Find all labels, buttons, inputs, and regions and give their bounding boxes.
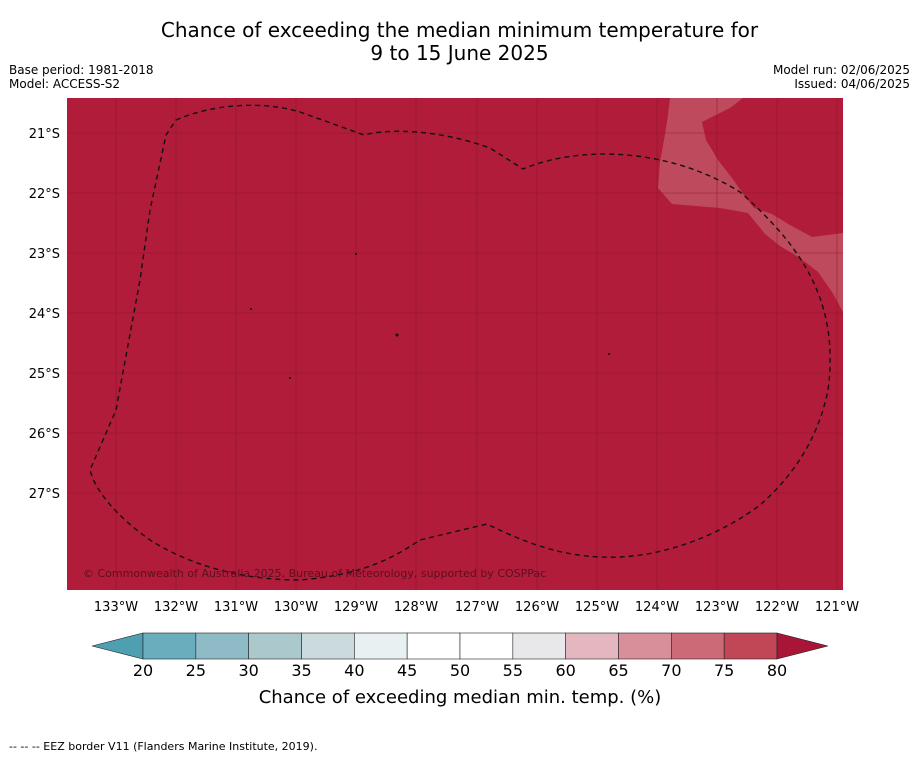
lon-label: 122°W [755,600,799,615]
colorbar-segment [671,632,725,660]
lon-label: 131°W [214,600,258,615]
colorbar-segment [723,632,778,660]
colorbar-segment [565,632,619,660]
colorbar-tick-label: 80 [767,661,787,680]
colorbar-segment [406,632,461,660]
colorbar-tick-label: 20 [133,661,153,680]
lon-label: 130°W [274,600,318,615]
gridlines [67,98,843,590]
colorbar-tick-label: 60 [555,661,575,680]
colorbar-over-arrow [776,632,829,660]
lat-label: 24°S [29,307,60,322]
colorbar-tick-label: 25 [186,661,206,680]
eez-border [89,104,831,581]
lon-label: 132°W [154,600,198,615]
lon-label: 126°W [515,600,559,615]
colorbar-segments [142,632,778,660]
lat-label: 25°S [29,367,60,382]
colorbar: 20 25 30 35 40 45 50 55 60 65 70 75 80 Chance of exc… [91,632,829,708]
colorbar-tick-label: 65 [608,661,628,680]
colorbar-tick-labels: 20 25 30 35 40 45 50 55 60 65 70 75 80 [133,661,787,680]
lat-label: 22°S [29,187,60,202]
base-period: Base period: 1981-2018 [9,63,154,77]
meta-left: Base period: 1981-2018 Model: ACCESS-S2 [9,63,154,91]
colorbar-tick-label: 55 [503,661,523,680]
colorbar-tick-label: 35 [291,661,311,680]
colorbar-tick-label: 75 [714,661,734,680]
colorbar-tick-label: 50 [450,661,470,680]
lat-label: 23°S [29,247,60,262]
lon-label: 128°W [394,600,438,615]
colorbar-segment [142,632,197,660]
colorbar-tick-label: 70 [661,661,681,680]
lower-probability-patch [658,98,843,312]
colorbar-label: Chance of exceeding median min. temp. (%… [259,687,662,708]
colorbar-under-arrow [91,632,144,660]
colorbar-tick-label: 45 [397,661,417,680]
lon-label: 124°W [635,600,679,615]
colorbar-segment [618,632,672,660]
lon-label: 127°W [455,600,499,615]
lon-label: 129°W [334,600,378,615]
longitude-labels: 133°W 132°W 131°W 130°W 129°W 128°W 127°… [94,600,859,615]
lat-label: 26°S [29,427,60,442]
colorbar-segment [248,632,302,660]
lon-label: 133°W [94,600,138,615]
model-name: Model: ACCESS-S2 [9,77,121,91]
colorbar-segment [354,632,408,660]
lat-label: 27°S [29,487,60,502]
islands [250,253,610,379]
model-run: Model run: 02/06/2025 [772,63,910,77]
colorbar-tick-label: 30 [238,661,258,680]
lon-label: 121°W [815,600,859,615]
lat-label: 21°S [29,127,60,142]
lon-label: 125°W [575,600,619,615]
colorbar-segment [512,632,566,660]
issued-date: Issued: 04/06/2025 [794,77,910,91]
colorbar-segment [195,632,249,660]
map-title-line-2: 9 to 15 June 2025 [370,41,549,65]
colorbar-segment [301,632,355,660]
eez-legend-footer: -- -- -- EEZ border V11 (Flanders Marine… [9,740,318,753]
map-title-line-1: Chance of exceeding the median minimum t… [160,18,759,42]
colorbar-segment [459,632,514,660]
latitude-labels: 21°S 22°S 23°S 24°S 25°S 26°S 27°S [29,127,60,502]
meta-right: Model run: 02/06/2025 Issued: 04/06/2025 [773,63,910,91]
colorbar-tick-label: 40 [344,661,364,680]
lon-label: 123°W [695,600,739,615]
copyright-text: © Commonwealth of Australia 2025, Bureau… [83,567,546,580]
